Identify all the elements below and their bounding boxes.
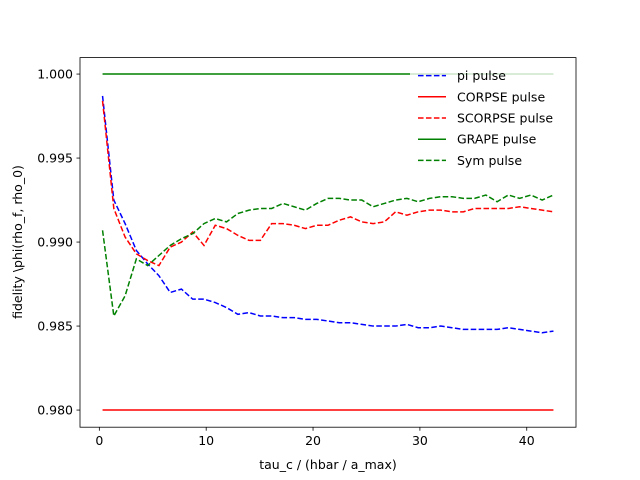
legend-label: Sym pulse xyxy=(457,153,522,168)
axes-frame xyxy=(79,57,577,428)
x-axis-label: tau_c / (hbar / a_max) xyxy=(259,457,396,472)
y-axis-label: fidelity \phi(rho_f, rho_0) xyxy=(10,165,25,319)
x-tick-label: 30 xyxy=(412,433,428,448)
x-tick-label: 0 xyxy=(95,433,103,448)
legend-label: pi pulse xyxy=(457,68,506,83)
y-tick-label: 0.980 xyxy=(37,403,73,418)
legend-box xyxy=(410,63,566,178)
y-tick-label: 1.000 xyxy=(37,67,73,82)
x-tick-label: 10 xyxy=(198,433,214,448)
series-line xyxy=(101,100,554,267)
legend-label: SCORPSE pulse xyxy=(457,111,553,126)
legend-label: GRAPE pulse xyxy=(457,132,537,147)
legend-label: CORPSE pulse xyxy=(457,89,545,104)
y-tick-label: 0.990 xyxy=(37,235,73,250)
y-tick-label: 0.995 xyxy=(37,151,73,166)
x-tick-label: 20 xyxy=(305,433,321,448)
x-tick-label: 40 xyxy=(519,433,535,448)
series-line xyxy=(101,194,554,319)
y-tick-label: 0.985 xyxy=(37,319,73,334)
